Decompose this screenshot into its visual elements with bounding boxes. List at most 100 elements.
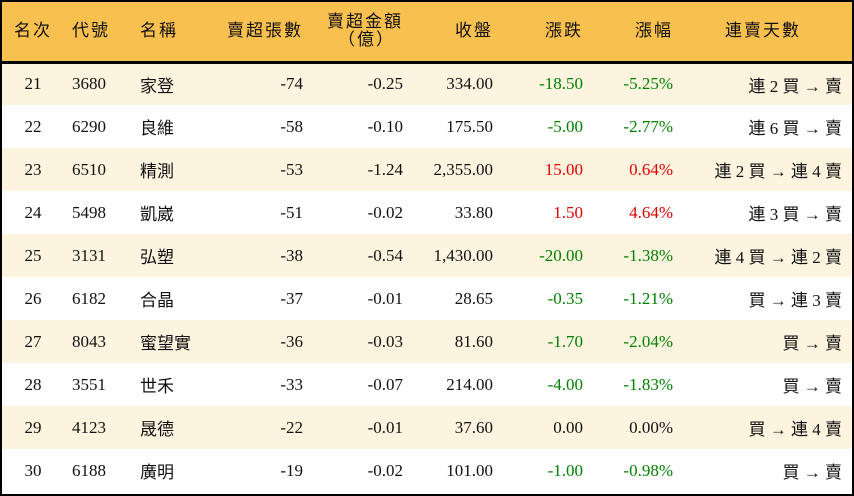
cell-change: -1.00	[547, 460, 583, 480]
table-row[interactable]: 27 8043 蜜望實 -36 -0.03 81.60 -1.70 -2.04% 買 → 賣	[2, 320, 852, 363]
cell-name: 凱崴	[140, 205, 174, 224]
cell-code: 3551	[72, 374, 106, 394]
cell-net-amount: -0.10	[367, 116, 403, 136]
cell-code: 3131	[72, 245, 106, 265]
cell-close: 1,430.00	[433, 245, 494, 265]
cell-net-lots: -58	[280, 116, 303, 136]
cell-code: 5498	[72, 202, 106, 222]
cell-rank: 22	[24, 116, 42, 136]
cell-code: 6182	[72, 288, 106, 308]
cell-close: 334.00	[446, 74, 493, 94]
cell-code: 6510	[72, 159, 106, 179]
cell-net-amount: -0.03	[367, 331, 403, 351]
header-streak[interactable]: 連賣天數	[725, 21, 801, 41]
cell-rank: 27	[24, 331, 42, 351]
cell-net-amount: -1.24	[367, 159, 403, 179]
cell-streak: 買 → 賣	[782, 377, 843, 396]
cell-rank: 29	[24, 417, 42, 437]
cell-net-lots: -22	[280, 417, 303, 437]
cell-change: -0.35	[547, 288, 583, 308]
cell-net-lots: -19	[280, 460, 303, 480]
cell-change: -5.00	[547, 116, 583, 136]
cell-rank: 30	[24, 460, 42, 480]
cell-code: 4123	[72, 417, 106, 437]
cell-pct: 0.00%	[629, 417, 673, 437]
cell-rank: 25	[24, 245, 42, 265]
header-name[interactable]: 名稱	[140, 21, 178, 41]
cell-name: 家登	[140, 76, 174, 96]
cell-change: -18.50	[539, 74, 583, 94]
cell-net-amount: -0.25	[367, 74, 403, 94]
cell-streak: 連 6 買 → 賣	[748, 119, 843, 138]
cell-close: 175.50	[446, 116, 493, 136]
header-change[interactable]: 漲跌	[545, 21, 583, 41]
table-row[interactable]: 28 3551 世禾 -33 -0.07 214.00 -4.00 -1.83% 買 → 賣	[2, 363, 852, 406]
cell-net-amount: -0.01	[367, 417, 403, 437]
cell-close: 28.65	[454, 288, 493, 308]
header-close[interactable]: 收盤	[455, 21, 493, 41]
header-rank[interactable]: 名次	[14, 21, 52, 41]
header-net-amount-label: 賣超金額	[327, 12, 403, 32]
table-row[interactable]: 21 3680 家登 -74 -0.25 334.00 -18.50 -5.25% 連 2 買 …	[2, 62, 852, 105]
cell-net-amount: -0.01	[367, 288, 403, 308]
cell-change: -1.70	[547, 331, 583, 351]
cell-name: 精測	[140, 162, 174, 181]
cell-close: 37.60	[454, 417, 493, 437]
cell-close: 81.60	[454, 331, 493, 351]
cell-pct: -2.04%	[623, 331, 673, 351]
cell-close: 33.80	[454, 202, 493, 222]
cell-streak: 買 → 賣	[782, 463, 843, 482]
cell-net-lots: -74	[280, 74, 303, 94]
cell-close: 214.00	[446, 374, 493, 394]
cell-net-amount: -0.07	[367, 374, 403, 394]
cell-code: 6188	[72, 460, 106, 480]
cell-net-amount: -0.02	[367, 460, 403, 480]
cell-net-amount: -0.54	[367, 245, 403, 265]
cell-rank: 21	[24, 74, 42, 94]
cell-close: 101.00	[446, 460, 493, 480]
cell-name: 晟德	[140, 420, 174, 439]
cell-net-lots: -33	[280, 374, 303, 394]
cell-code: 6290	[72, 116, 106, 136]
cell-pct: 4.64%	[629, 202, 673, 222]
table-row[interactable]: 26 6182 合晶 -37 -0.01 28.65 -0.35 -1.21% 買 → 連 3 …	[2, 277, 852, 320]
table-row[interactable]: 30 6188 廣明 -19 -0.02 101.00 -1.00 -0.98% 買 → 賣	[2, 449, 852, 492]
cell-net-lots: -53	[280, 159, 303, 179]
cell-pct: -5.25%	[623, 74, 673, 94]
cell-streak: 連 4 買 → 連 2 賣	[714, 248, 843, 267]
header-code[interactable]: 代號	[72, 21, 110, 41]
table-row[interactable]: 23 6510 精測 -53 -1.24 2,355.00 15.00 0.64% 連 2 買 …	[2, 148, 852, 191]
cell-name: 良維	[140, 119, 174, 138]
table-row[interactable]: 25 3131 弘塑 -38 -0.54 1,430.00 -20.00 -1.38% 連 4 …	[2, 234, 852, 277]
header-pct[interactable]: 漲幅	[635, 21, 673, 41]
cell-name: 蜜望實	[140, 334, 191, 353]
cell-pct: -1.83%	[623, 374, 673, 394]
cell-change: 0.00	[553, 417, 583, 437]
cell-pct: 0.64%	[629, 159, 673, 179]
cell-name: 廣明	[140, 463, 174, 482]
cell-code: 3680	[72, 74, 106, 94]
header-net-amount-unit: （億）	[338, 30, 395, 50]
cell-streak: 買 → 賣	[782, 334, 843, 353]
cell-rank: 24	[24, 202, 42, 222]
cell-streak: 連 2 買 → 賣	[748, 76, 843, 96]
cell-change: -4.00	[547, 374, 583, 394]
cell-pct: -2.77%	[623, 116, 673, 136]
table-row[interactable]: 24 5498 凱崴 -51 -0.02 33.80 1.50 4.64% 連 3 買 → 賣	[2, 191, 852, 234]
cell-name: 弘塑	[140, 248, 174, 267]
cell-pct: -1.38%	[623, 245, 673, 265]
cell-net-lots: -38	[280, 245, 303, 265]
cell-streak: 買 → 連 3 賣	[748, 291, 843, 310]
table-row[interactable]: 22 6290 良維 -58 -0.10 175.50 -5.00 -2.77% 連 6 買 →…	[2, 105, 852, 148]
header-net-lots[interactable]: 賣超張數	[227, 21, 303, 41]
cell-code: 8043	[72, 331, 106, 351]
cell-change: 15.00	[544, 159, 583, 179]
header-net-amount[interactable]: 賣超金額 （億）	[304, 2, 404, 62]
table-row[interactable]: 29 4123 晟德 -22 -0.01 37.60 0.00 0.00% 買 → 連 4 賣	[2, 406, 852, 449]
cell-close: 2,355.00	[433, 159, 494, 179]
header-row: 名次 代號 名稱 賣超張數 賣超金額 （億） 收盤 漲跌 漲幅 連賣天數	[2, 2, 852, 62]
cell-net-lots: -37	[280, 288, 303, 308]
cell-rank: 23	[24, 159, 42, 179]
cell-name: 世禾	[140, 377, 174, 396]
